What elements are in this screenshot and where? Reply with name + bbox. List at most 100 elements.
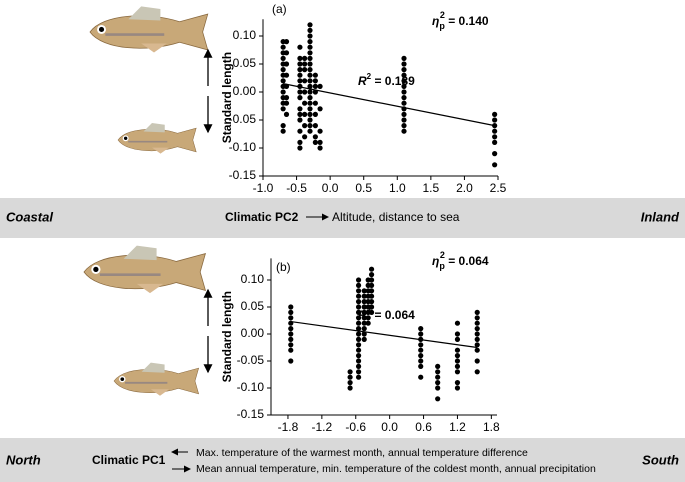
data-point	[307, 22, 313, 28]
data-point	[307, 100, 313, 106]
data-point	[418, 342, 424, 348]
data-point	[307, 39, 313, 45]
data-point	[288, 347, 294, 353]
data-point	[307, 106, 313, 112]
data-point	[347, 380, 353, 386]
data-point	[288, 336, 294, 342]
data-point	[283, 111, 290, 117]
band-right: South	[642, 452, 679, 467]
data-point	[401, 89, 407, 95]
data-point	[474, 336, 480, 342]
data-point	[307, 72, 313, 78]
data-point	[297, 139, 303, 145]
data-point	[280, 123, 286, 129]
data-point	[401, 55, 407, 62]
data-point	[454, 385, 461, 391]
data-point	[283, 100, 290, 106]
data-point	[361, 331, 367, 337]
band-right: Inland	[641, 209, 680, 224]
data-point	[297, 106, 303, 112]
data-point	[307, 44, 313, 50]
data-point	[435, 374, 441, 380]
data-point	[435, 396, 441, 402]
data-point	[474, 309, 480, 315]
data-point	[418, 363, 424, 369]
y-tick-label: 0.05	[233, 56, 257, 70]
eta-annotation: ηp2 = 0.064	[432, 250, 489, 271]
data-point	[297, 78, 303, 84]
x-tick-label: 1.2	[449, 420, 466, 434]
data-point	[435, 363, 441, 369]
data-point	[418, 331, 424, 337]
data-point	[355, 288, 362, 294]
data-point	[355, 315, 362, 321]
fish-image	[113, 361, 200, 397]
data-point	[361, 315, 367, 321]
y-tick-label: 0.10	[241, 272, 265, 286]
x-tick-label: 1.0	[389, 181, 406, 195]
data-point	[280, 106, 286, 112]
data-point	[474, 326, 480, 332]
data-point	[401, 83, 407, 89]
fit-line	[283, 83, 495, 127]
data-point	[312, 100, 318, 106]
data-point	[312, 72, 318, 78]
data-point	[361, 336, 367, 342]
data-point	[307, 111, 313, 117]
data-point	[361, 309, 367, 315]
fit-line	[290, 320, 478, 349]
data-point	[297, 72, 303, 78]
data-point	[365, 320, 371, 326]
data-point	[280, 44, 286, 50]
data-point	[435, 369, 441, 375]
data-point	[418, 374, 424, 380]
data-point	[317, 139, 323, 145]
data-point	[365, 315, 371, 321]
eta-value: = 0.140	[445, 14, 489, 28]
data-point	[312, 123, 318, 129]
data-point	[454, 363, 461, 369]
data-point	[297, 95, 303, 101]
y-tick-label: -0.10	[237, 380, 265, 394]
data-point	[302, 89, 308, 95]
band-axis: Climatic PC1	[92, 453, 166, 467]
data-point	[307, 89, 313, 95]
data-point	[355, 304, 362, 310]
data-point	[302, 123, 308, 129]
x-tick-label: -1.8	[278, 420, 299, 434]
data-point	[454, 369, 461, 375]
data-point	[312, 111, 318, 117]
data-point	[454, 336, 461, 342]
x-tick-label: -0.6	[345, 420, 366, 434]
x-tick-label: 0.0	[381, 420, 398, 434]
eta-sup: 2	[440, 10, 445, 20]
data-point	[317, 83, 323, 89]
data-point	[312, 78, 318, 84]
data-point	[288, 309, 294, 315]
data-point	[355, 353, 362, 359]
data-point	[312, 83, 318, 89]
data-point	[317, 145, 323, 151]
data-point	[307, 27, 313, 33]
x-tick-label: 0.0	[322, 181, 339, 195]
data-point	[288, 326, 294, 332]
band-background	[0, 438, 685, 482]
data-point	[280, 128, 286, 134]
eta-sub: p	[439, 261, 445, 271]
data-point	[302, 78, 308, 84]
panel-label: (a)	[272, 2, 287, 16]
data-point	[302, 111, 308, 117]
data-point	[368, 304, 375, 310]
r2-sup: 2	[367, 72, 372, 81]
data-point	[302, 61, 308, 67]
data-point	[280, 89, 286, 95]
data-point	[401, 95, 407, 101]
data-point	[355, 293, 362, 299]
data-point	[355, 374, 362, 380]
data-point	[297, 61, 303, 67]
band-text: Mean annual temperature, min. temperatur…	[196, 463, 596, 475]
x-tick-label: 2.5	[490, 181, 507, 195]
eta-symbol: η	[432, 14, 439, 28]
x-tick-label: 0.5	[355, 181, 372, 195]
